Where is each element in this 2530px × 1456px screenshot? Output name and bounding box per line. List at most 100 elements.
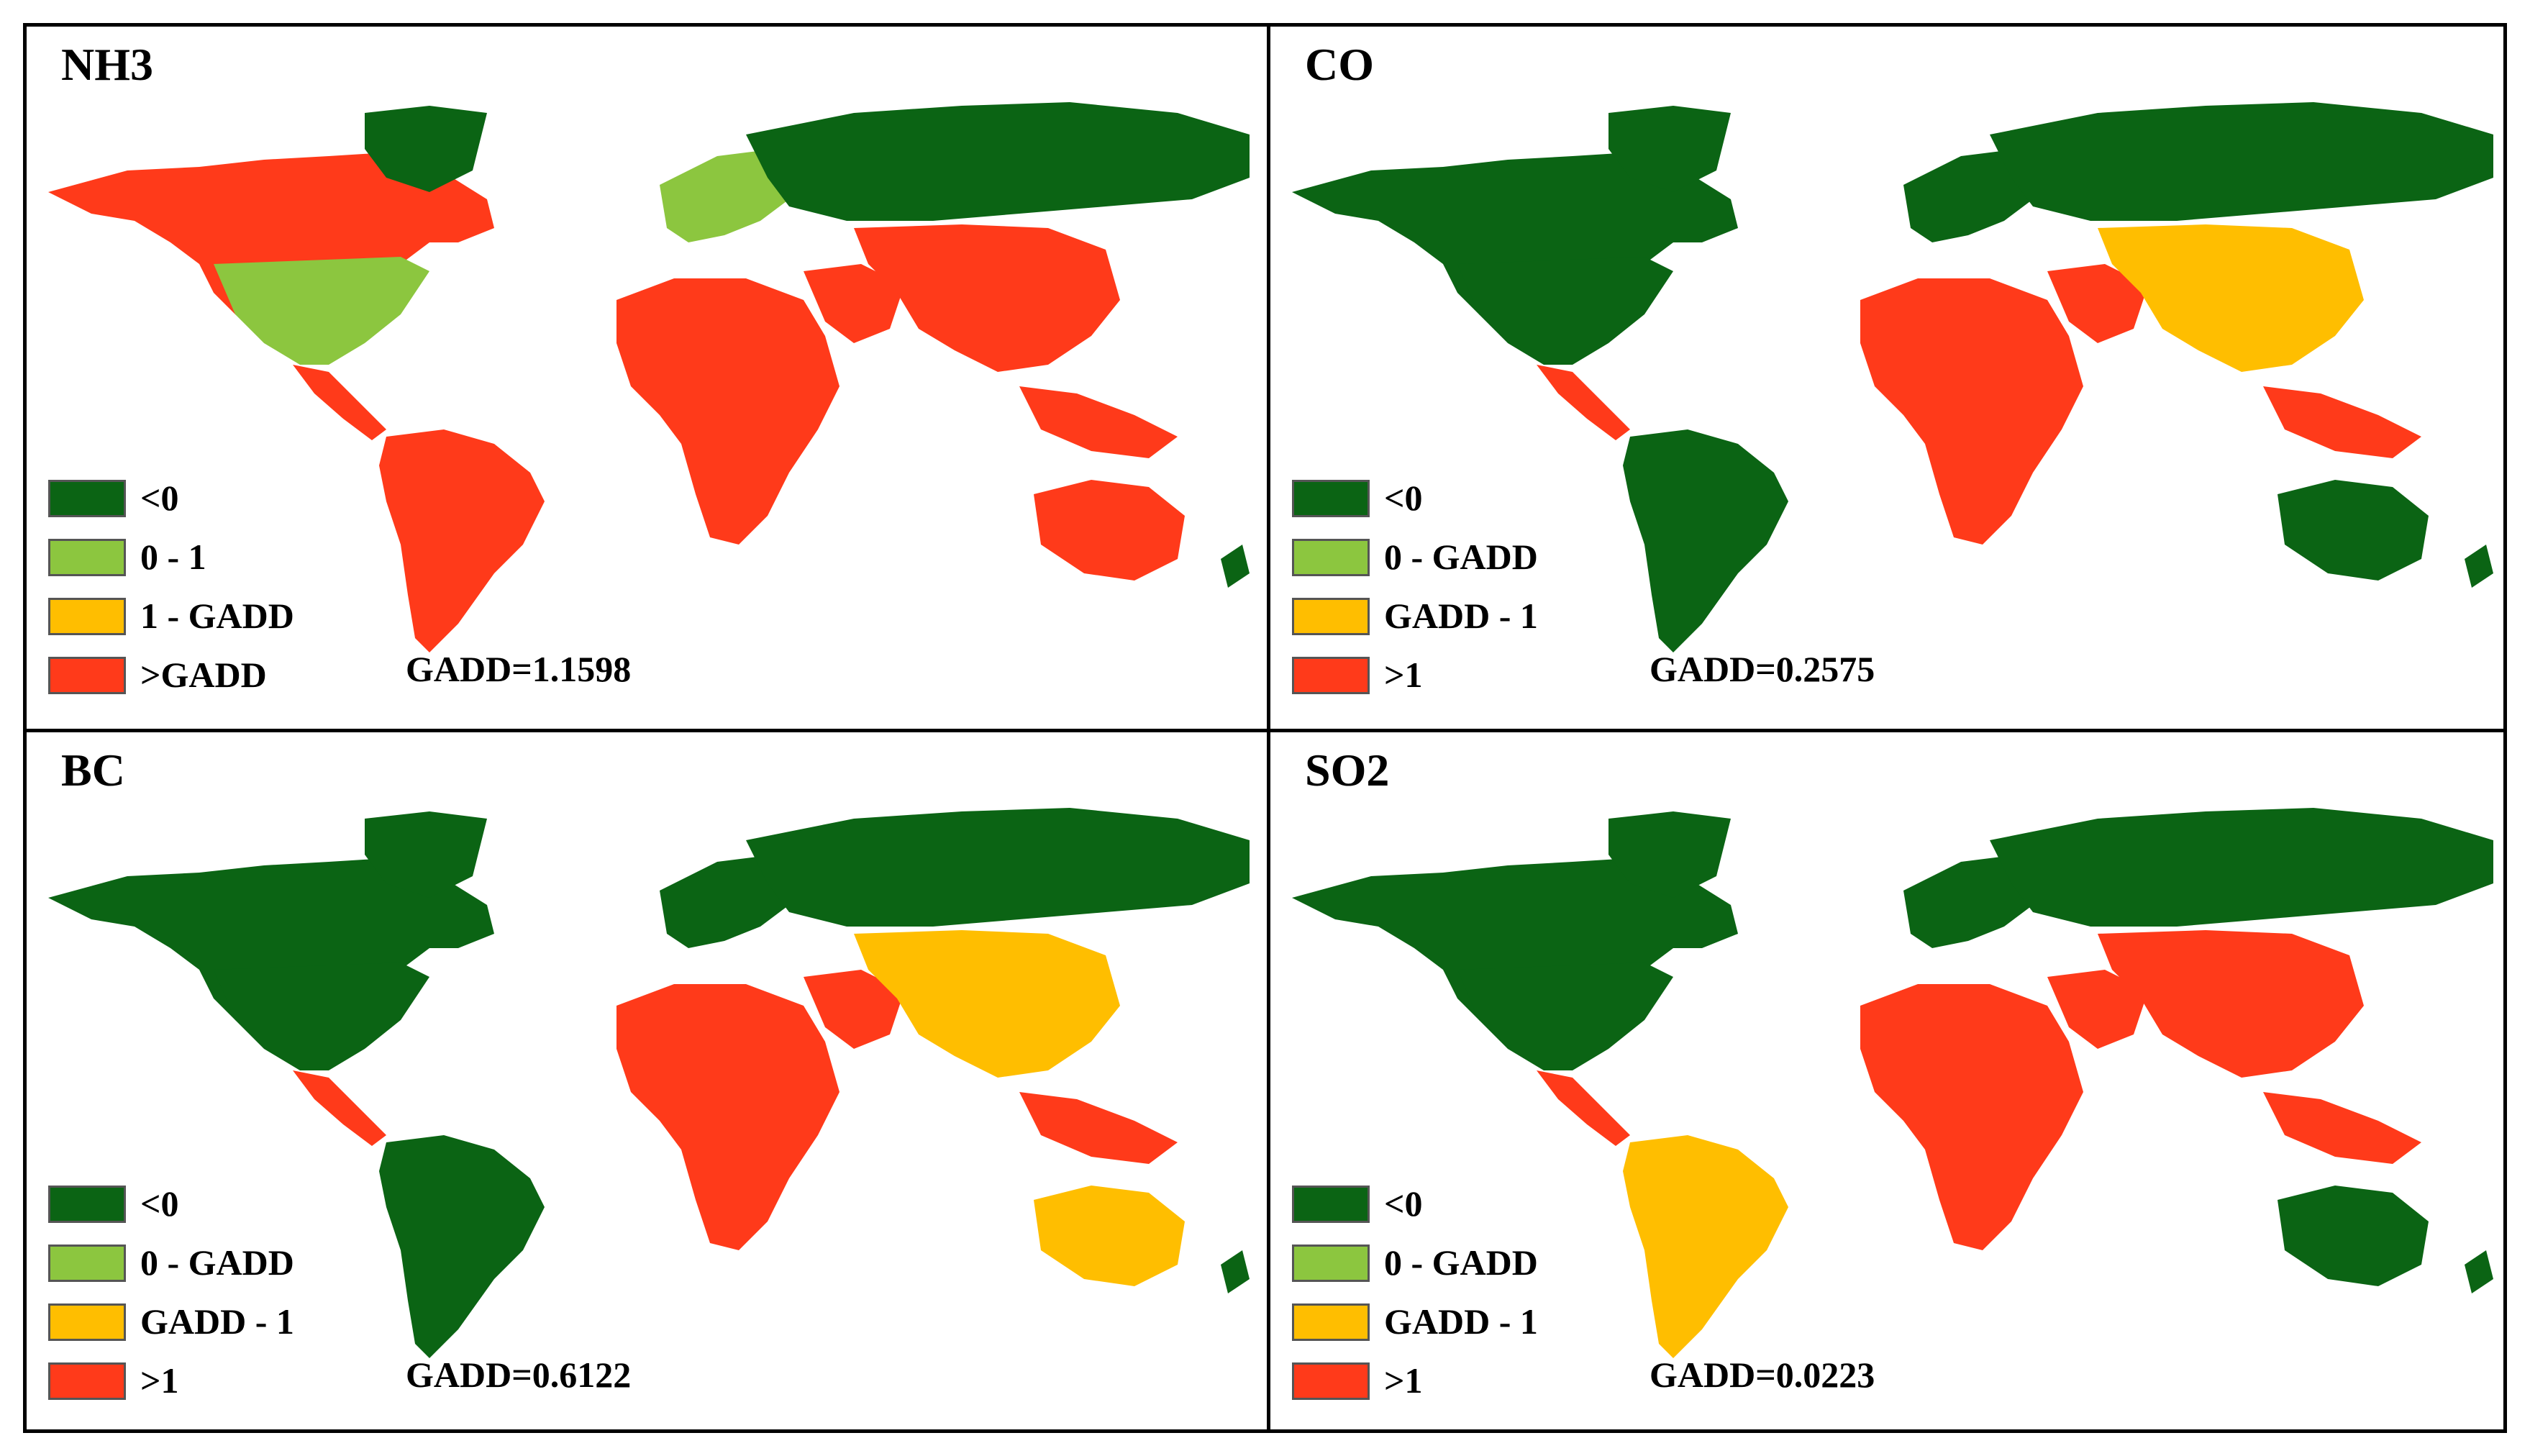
legend-label: GADD - 1 (1384, 596, 1538, 636)
legend-swatch-red (48, 1362, 126, 1400)
region-asia (2098, 224, 2364, 372)
legend-item: <0 (1292, 1183, 1724, 1229)
legend-label: >1 (140, 1360, 179, 1401)
legend-label: <0 (140, 478, 179, 518)
region-north-america (48, 153, 494, 358)
region-africa (616, 278, 839, 545)
region-se-asia (2263, 386, 2421, 458)
legend-swatch-red (1292, 1362, 1370, 1400)
legend-item: <0 (48, 1183, 480, 1229)
gadd-value: GADD=0.0223 (1649, 1355, 1875, 1395)
legend-label: >1 (1384, 1360, 1423, 1401)
map-panel-bc: BC <0 0 - GADD GADD - 1 >1 GADD=0.6122 (27, 732, 1264, 1432)
legend-item: GADD - 1 (1292, 1301, 1724, 1347)
region-usa (214, 257, 429, 365)
vertical-divider (1267, 27, 1270, 1429)
legend-swatch-dark-green (48, 1186, 126, 1223)
legend-item: GADD - 1 (1292, 596, 1724, 641)
region-usa (1457, 963, 1673, 1070)
legend-item: 0 - GADD (1292, 1242, 1724, 1288)
region-asia (2098, 930, 2364, 1078)
region-nz (1221, 545, 1250, 588)
region-nz (1221, 1250, 1250, 1293)
region-middle-east (804, 264, 904, 343)
legend-item: >1 (1292, 1360, 1724, 1406)
region-nz (2465, 1250, 2493, 1293)
legend-swatch-dark-green (1292, 1186, 1370, 1223)
gadd-value: GADD=1.1598 (406, 649, 632, 689)
legend-swatch-red (48, 657, 126, 694)
region-russia (746, 808, 1250, 927)
region-russia (1990, 102, 2493, 221)
figure-frame: NH3 <0 0 - 1 1 - GADD >GADD GADD=1.1598 … (23, 23, 2507, 1433)
world-map (48, 102, 1250, 652)
region-central-america (293, 365, 386, 440)
world-map (48, 808, 1250, 1358)
region-middle-east (2047, 264, 2148, 343)
legend-swatch-orange (48, 598, 126, 635)
legend-label: 1 - GADD (140, 596, 294, 636)
region-central-america (1537, 1070, 1630, 1146)
legend-item: GADD - 1 (48, 1301, 480, 1347)
region-greenland (365, 106, 487, 192)
legend-label: GADD - 1 (140, 1301, 294, 1342)
region-greenland (1608, 106, 1731, 192)
gadd-value: GADD=0.6122 (406, 1355, 632, 1395)
legend-swatch-orange (1292, 598, 1370, 635)
legend-item: 0 - GADD (1292, 537, 1724, 582)
region-south-america (1623, 429, 1788, 652)
legend-label: <0 (140, 1183, 179, 1224)
legend-label: >GADD (140, 655, 267, 695)
region-north-america (1292, 153, 1738, 358)
panel-title: SO2 (1305, 745, 1390, 796)
region-south-america (1623, 1135, 1788, 1358)
legend-label: 0 - GADD (140, 1242, 294, 1283)
region-australia (2278, 1186, 2429, 1286)
world-map (1292, 102, 2493, 652)
region-asia (854, 930, 1120, 1078)
legend-label: GADD - 1 (1384, 1301, 1538, 1342)
region-australia (1034, 1186, 1185, 1286)
region-australia (1034, 480, 1185, 581)
legend-label: 0 - GADD (1384, 1242, 1538, 1283)
region-central-america (293, 1070, 386, 1146)
region-se-asia (1019, 1092, 1178, 1164)
legend-label: <0 (1384, 1183, 1423, 1224)
panel-title: NH3 (61, 39, 153, 90)
region-middle-east (804, 970, 904, 1049)
legend-label: >1 (1384, 655, 1423, 695)
map-panel-nh3: NH3 <0 0 - 1 1 - GADD >GADD GADD=1.1598 (27, 27, 1264, 726)
legend-item: >GADD (48, 655, 480, 700)
region-se-asia (1019, 386, 1178, 458)
region-russia (1990, 808, 2493, 927)
legend-item: <0 (48, 478, 480, 523)
region-north-america (48, 858, 494, 1063)
region-greenland (365, 811, 487, 898)
legend-swatch-dark-green (1292, 480, 1370, 517)
region-asia (854, 224, 1120, 372)
region-greenland (1608, 811, 1731, 898)
region-russia (746, 102, 1250, 221)
legend-item: 1 - GADD (48, 596, 480, 641)
legend-swatch-dark-green (48, 480, 126, 517)
region-south-america (379, 429, 545, 652)
legend-swatch-orange (1292, 1303, 1370, 1341)
region-usa (1457, 257, 1673, 365)
region-se-asia (2263, 1092, 2421, 1164)
legend-swatch-light-green (48, 539, 126, 576)
region-australia (2278, 480, 2429, 581)
legend-item: 0 - 1 (48, 537, 480, 582)
world-map (1292, 808, 2493, 1358)
region-nz (2465, 545, 2493, 588)
region-africa (1860, 278, 2083, 545)
horizontal-divider (27, 729, 2503, 732)
legend-label: 0 - GADD (1384, 537, 1538, 577)
legend-item: >1 (48, 1360, 480, 1406)
legend-swatch-red (1292, 657, 1370, 694)
legend-swatch-light-green (48, 1245, 126, 1282)
map-panel-co: CO <0 0 - GADD GADD - 1 >1 GADD=0.2575 (1270, 27, 2508, 726)
legend-item: >1 (1292, 655, 1724, 700)
region-africa (1860, 984, 2083, 1250)
region-africa (616, 984, 839, 1250)
legend-item: <0 (1292, 478, 1724, 523)
